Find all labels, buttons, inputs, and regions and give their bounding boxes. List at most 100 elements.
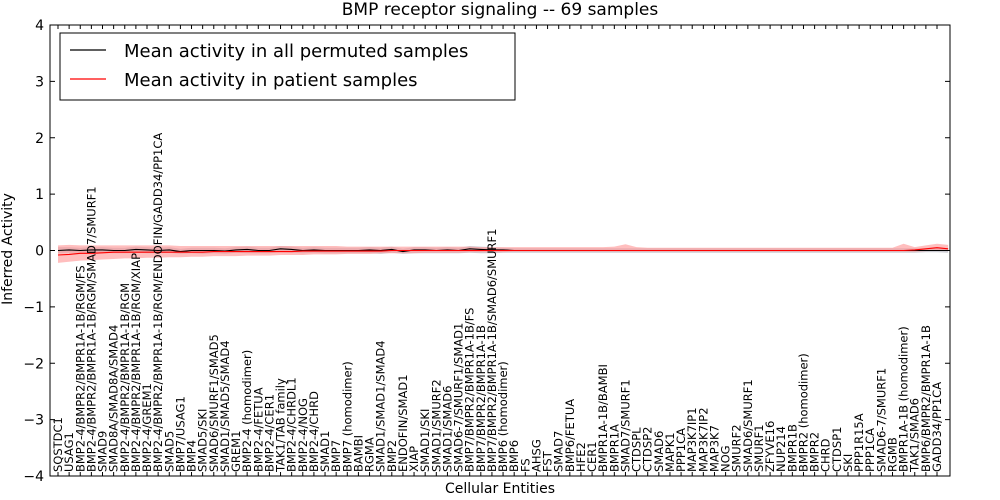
x-tick-label: SMAD1/SMAD1/SMAD4 <box>374 340 388 472</box>
x-tick-label: XIAP <box>407 446 421 472</box>
x-tick-label: BMP6 (homodimer) <box>496 361 510 472</box>
x-tick-label: SMAD7/SMURF1 <box>619 379 633 472</box>
x-tick-label: CER1 <box>585 441 599 472</box>
x-tick-label: SMAD1/SMAD5/SMAD4 <box>218 340 232 472</box>
series-lines <box>57 247 949 256</box>
y-ticks: −4 −3 −2 −1 0 1 2 3 4 <box>23 18 950 485</box>
x-tick-label: SMAD1/SKI <box>418 409 432 472</box>
confidence-bands <box>58 243 949 263</box>
x-tick-label: CTDSP1 <box>830 427 844 472</box>
legend-label-permuted: Mean activity in all permuted samples <box>124 41 468 62</box>
x-tick-label: BMP2-4/FETUA <box>251 387 265 472</box>
x-tick-label: SMURF2 <box>730 424 744 472</box>
x-tick-label: SMAD6/SMURF1/SMAD5 <box>207 334 221 472</box>
x-tick-label: MAPK1 <box>663 432 677 472</box>
y-tick-label: 3 <box>35 74 44 90</box>
y-tick-label: −4 <box>23 469 44 485</box>
x-tick-label: PPP1CA <box>674 428 688 472</box>
band-patient <box>58 243 949 263</box>
x-tick-label: PPP1R15A <box>852 413 866 472</box>
x-tick-label: AHSG <box>529 439 543 472</box>
x-tick-label: BMP4 <box>185 440 199 472</box>
x-tick-label: BMP2-4/BMPR2/BMPR1A-1B/RGM/XIAP <box>129 253 143 472</box>
x-tick-label: CTDSP2 <box>641 427 655 472</box>
x-tick-label: BMP7/BMPR2/BMPR1A-1B <box>474 325 488 472</box>
x-tick-label: SMAD1/SMAD6 <box>440 386 454 472</box>
x-tick-label: BMP7/BMPR2/BMPR1A-1B/FS <box>463 308 477 472</box>
x-axis-label: Cellular Entities <box>445 481 555 497</box>
x-tick-label: MAP3K7IP2 <box>696 407 710 472</box>
x-tick-label: SMAD1/SMURF2 <box>429 379 443 472</box>
x-tick-labels: SQSTDC1USAG1BMP2-4/BMPR2/BMPR1A-1B/RGM/F… <box>51 133 944 473</box>
x-tick-label: BMP7 (homodimer) <box>340 361 354 472</box>
x-tick-label: SMAD9 <box>96 431 110 472</box>
x-tick-label: BMP2-4/BMPR2/BMPR1A-1B/RGM/ENDOFIN/GADD3… <box>151 133 165 472</box>
y-axis-label: Inferred Activity <box>0 193 16 305</box>
legend-box <box>59 32 516 101</box>
y-tick-label: −2 <box>23 356 44 372</box>
x-tick-label: SMAD6 <box>652 431 666 472</box>
x-tick-label: BMP7/BMPR2/BMPR1A-1B/SMAD6/SMURF1 <box>485 229 499 472</box>
x-tick-label: USAG1 <box>62 432 76 472</box>
x-tick-label: TAK1/TAB family <box>274 378 288 473</box>
x-tick-label: BMPR1B <box>785 424 799 472</box>
y-tick-label: 1 <box>35 187 44 203</box>
x-tick-label: RGMA <box>363 437 377 472</box>
x-tick-label: MAP3K7IP1 <box>685 407 699 472</box>
x-tick-label: PPP1CA <box>863 428 877 472</box>
legend-label-patient: Mean activity in patient samples <box>124 70 418 91</box>
x-tick-label: BMP2-4/CER1 <box>262 394 276 472</box>
x-tick-label: BMPR1A-1B (homodimer) <box>897 326 911 472</box>
x-tick-label: SQSTDC1 <box>51 417 65 472</box>
x-tick-label: CHRD <box>819 438 833 472</box>
x-tick-label: BMP6 <box>507 440 521 472</box>
x-tick-label: HFE2 <box>574 442 588 472</box>
x-tick-label: SMAD5/SKI <box>196 409 210 472</box>
y-tick-label: 4 <box>35 18 44 34</box>
x-tick-label: RGMB <box>886 437 900 472</box>
y-tick-label: −1 <box>23 300 44 316</box>
x-tick-label: SMAD7 <box>552 431 566 472</box>
x-tick-label: BMP2-4 (homodimer) <box>240 350 254 472</box>
x-tick-label: SMAD1 <box>318 431 332 472</box>
x-tick-label: FS <box>518 458 532 472</box>
x-tick-label: FST <box>541 450 555 472</box>
x-tick-label: BMPR1A-1B/BAMBI <box>596 364 610 472</box>
x-tick-label: ZFYVE16 <box>763 421 777 472</box>
x-tick-label: BMP7/USAG1 <box>173 396 187 472</box>
x-tick-label: TAK1/SMAD6 <box>908 398 922 473</box>
x-tick-label: BMP2-4/GREM1 <box>140 383 154 472</box>
x-tick-label: BAMBI <box>351 435 365 472</box>
x-tick-label: BMP2-4/CHRDL1 <box>285 377 299 472</box>
x-tick-label: SMAD6/SMURF1 <box>741 379 755 472</box>
x-tick-label: BMP2-4/BMPR2/BMPR1A-1B/RGM/FS <box>73 265 87 472</box>
x-tick-label: BMP2-4/BMPR2/BMPR1A-1B/RGM <box>118 283 132 472</box>
x-tick-label: BMP6/FETUA <box>563 399 577 472</box>
x-tick-label: BMP2-4/BMPR2/BMPR1A-1B/RGM/SMAD7/SMURF1 <box>84 186 98 472</box>
x-tick-label: ENDOFIN/SMAD1 <box>396 374 410 472</box>
y-tick-label: 0 <box>35 244 44 260</box>
chart-title: BMP receptor signaling -- 69 samples <box>342 0 659 20</box>
x-tick-label: BMPR2 (homodimer) <box>797 353 811 472</box>
x-tick-label: BMP2-4/NOG <box>296 398 310 472</box>
x-tick-label: BMP6/BMPR2/BMPR1A-1B <box>919 325 933 472</box>
legend: Mean activity in all permuted samples Me… <box>59 32 516 101</box>
x-tick-label: SMAD6-7/SMURF1/SMAD1 <box>452 323 466 472</box>
x-tick-label: NUP214 <box>774 426 788 472</box>
series-line-patient <box>57 247 949 256</box>
x-tick-label: SMAD6-7/SMURF1 <box>874 368 888 472</box>
x-tick-label: BMP2 <box>385 440 399 472</box>
y-tick-label: −3 <box>23 413 44 429</box>
x-tick-label: SMAD8A/SMAD8A/SMAD4 <box>107 325 121 472</box>
x-tick-label: BMPR1A <box>607 424 621 472</box>
x-tick-label: GADD34/PP1CA <box>930 382 944 472</box>
x-ticks <box>57 25 938 476</box>
x-tick-label: MAP3K7 <box>708 425 722 472</box>
x-tick-label: BMPR2 <box>808 432 822 472</box>
x-tick-label: SKI <box>841 454 855 472</box>
x-tick-label: GREM1 <box>229 431 243 472</box>
x-tick-label: SMAD5 <box>162 431 176 472</box>
x-tick-label: CTDSPL <box>630 427 644 472</box>
y-tick-label: 2 <box>35 131 44 147</box>
